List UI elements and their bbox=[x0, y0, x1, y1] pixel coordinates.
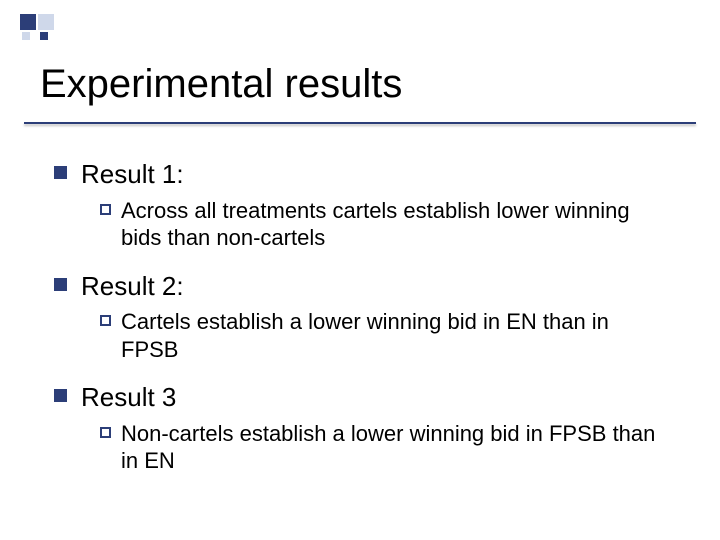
result-detail: Across all treatments cartels establish … bbox=[121, 197, 660, 252]
decor-square-dark bbox=[20, 14, 36, 30]
result-label: Result 1: bbox=[81, 158, 184, 191]
list-subitem: Non-cartels establish a lower winning bi… bbox=[100, 420, 680, 475]
result-label: Result 3 bbox=[81, 381, 176, 414]
result-label: Result 2: bbox=[81, 270, 184, 303]
result-detail: Cartels establish a lower winning bid in… bbox=[121, 308, 660, 363]
decor-square-light bbox=[38, 14, 54, 30]
square-bullet-icon bbox=[54, 166, 67, 179]
hollow-square-bullet-icon bbox=[100, 315, 111, 326]
decor-square-dark-small bbox=[40, 32, 48, 40]
list-subitem: Across all treatments cartels establish … bbox=[100, 197, 680, 252]
corner-decoration-row2 bbox=[20, 32, 48, 40]
corner-decoration-row1 bbox=[20, 14, 54, 30]
hollow-square-bullet-icon bbox=[100, 204, 111, 215]
square-bullet-icon bbox=[54, 389, 67, 402]
slide-title: Experimental results bbox=[40, 62, 402, 107]
result-detail: Non-cartels establish a lower winning bi… bbox=[121, 420, 660, 475]
content-body: Result 1: Across all treatments cartels … bbox=[54, 158, 680, 493]
slide: Experimental results Result 1: Across al… bbox=[0, 0, 720, 540]
list-item: Result 3 bbox=[54, 381, 680, 414]
square-bullet-icon bbox=[54, 278, 67, 291]
decor-square-light-small bbox=[22, 32, 30, 40]
list-subitem: Cartels establish a lower winning bid in… bbox=[100, 308, 680, 363]
list-item: Result 1: bbox=[54, 158, 680, 191]
title-underline bbox=[24, 122, 696, 124]
list-item: Result 2: bbox=[54, 270, 680, 303]
hollow-square-bullet-icon bbox=[100, 427, 111, 438]
